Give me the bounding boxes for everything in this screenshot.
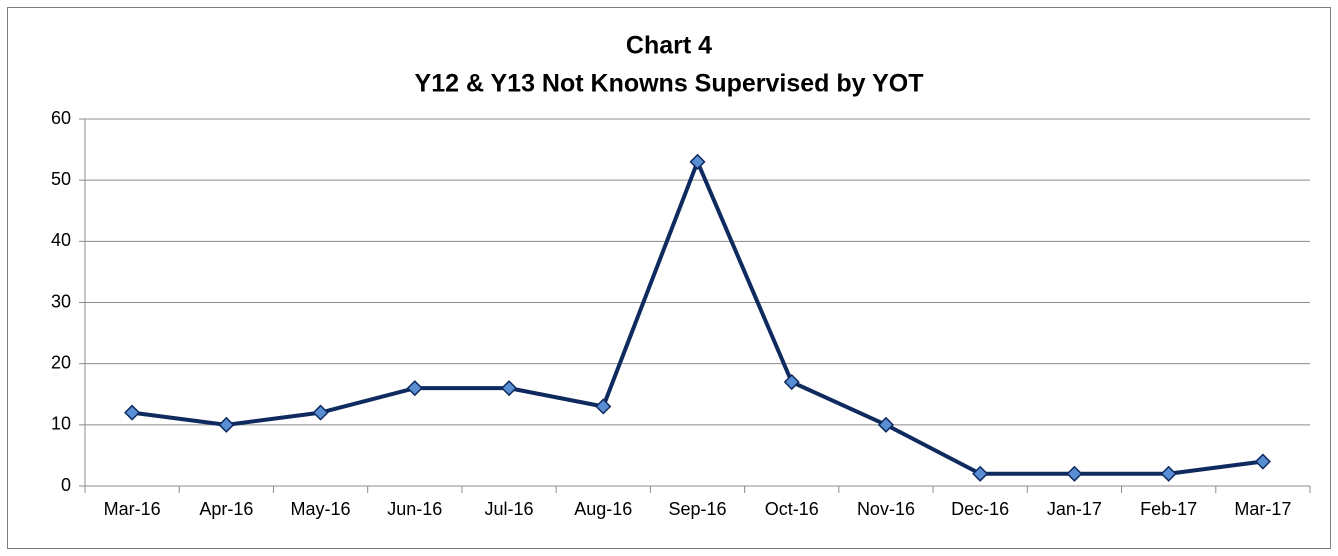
marker	[877, 416, 895, 433]
x-tick-label: Oct-16	[765, 499, 819, 519]
y-tick-label: 40	[51, 230, 71, 250]
x-tick-label: Apr-16	[199, 499, 253, 519]
chart-title: Chart 4	[626, 32, 712, 60]
marker	[406, 380, 423, 397]
marker	[312, 404, 329, 421]
marker	[972, 465, 989, 482]
marker	[1160, 465, 1177, 482]
x-tick-label: Aug-16	[574, 499, 632, 519]
x-tick-label: Dec-16	[951, 499, 1009, 519]
marker	[689, 153, 706, 170]
x-tick-label: Mar-17	[1234, 499, 1291, 519]
marker	[500, 380, 518, 397]
y-tick-label: 0	[61, 475, 71, 495]
marker	[595, 398, 612, 415]
y-tick-label: 60	[51, 108, 71, 128]
x-tick-label: Feb-17	[1140, 499, 1197, 519]
marker	[783, 373, 800, 391]
y-tick-label: 20	[51, 352, 71, 372]
y-tick-label: 30	[51, 291, 71, 311]
marker	[1066, 465, 1083, 482]
x-tick-label: Mar-16	[104, 499, 161, 519]
x-tick-label: Jan-17	[1047, 499, 1102, 519]
x-tick-label: Jun-16	[387, 499, 442, 519]
marker	[1254, 453, 1271, 470]
x-tick-label: Nov-16	[857, 499, 915, 519]
marker	[124, 404, 141, 421]
x-tick-label: Jul-16	[485, 499, 534, 519]
chart-subtitle: Y12 & Y13 Not Knowns Supervised by YOT	[415, 70, 924, 98]
y-tick-label: 10	[51, 414, 71, 434]
marker	[218, 416, 235, 433]
chart-border	[7, 7, 1331, 549]
y-tick-label: 50	[51, 169, 71, 189]
x-tick-label: May-16	[291, 499, 351, 519]
x-tick-label: Sep-16	[668, 499, 726, 519]
